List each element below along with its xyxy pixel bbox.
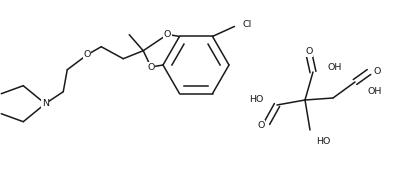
Text: O: O	[305, 48, 313, 57]
Text: O: O	[258, 121, 265, 130]
Text: O: O	[147, 62, 155, 71]
Text: OH: OH	[367, 88, 381, 97]
Text: O: O	[164, 30, 171, 39]
Text: N: N	[42, 99, 49, 108]
Text: HO: HO	[316, 138, 330, 147]
Text: O: O	[373, 67, 380, 76]
Text: O: O	[83, 50, 91, 59]
Text: Cl: Cl	[243, 20, 252, 29]
Text: HO: HO	[249, 94, 263, 103]
Text: OH: OH	[327, 62, 342, 71]
